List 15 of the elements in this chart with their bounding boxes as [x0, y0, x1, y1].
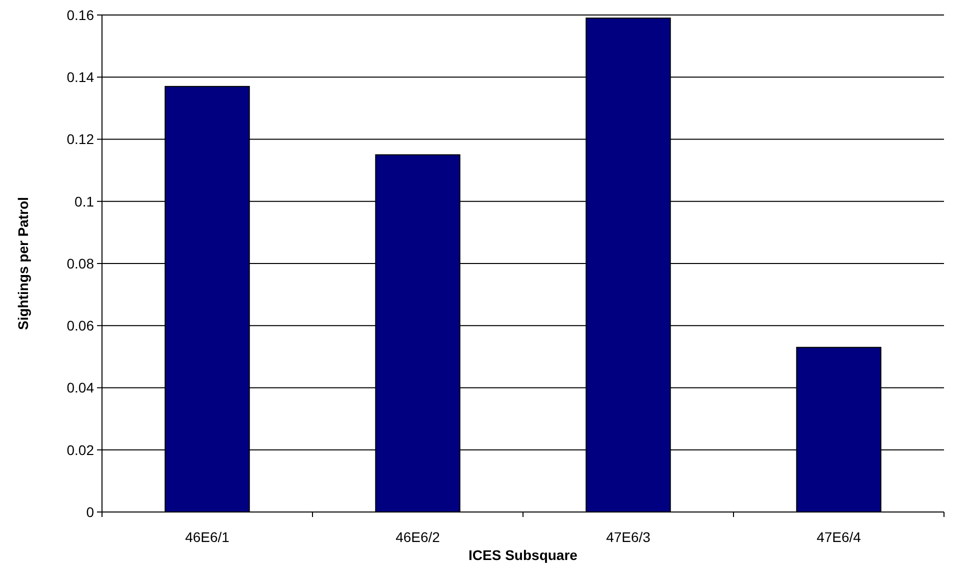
y-tick-label: 0.02	[66, 442, 94, 458]
y-tick-label: 0.04	[66, 380, 94, 396]
y-tick-label: 0.14	[66, 69, 94, 86]
y-tick-label: 0.06	[66, 318, 94, 334]
x-tick-label: 46E6/1	[185, 529, 230, 545]
x-tick-label: 47E6/4	[816, 529, 862, 545]
y-tick-label: 0.12	[66, 131, 94, 148]
y-tick-label: 0.16	[66, 6, 94, 23]
y-tick-label: 0.1	[74, 193, 94, 210]
x-tick-label: 46E6/2	[396, 529, 440, 545]
y-axis-title: Sightings per Patrol	[15, 196, 31, 330]
x-tick-label: 47E6/3	[606, 529, 651, 545]
x-axis-title: ICES Subsquare	[468, 547, 578, 563]
y-tick-label: 0.08	[66, 255, 94, 272]
y-tick-label: 0	[86, 504, 94, 520]
